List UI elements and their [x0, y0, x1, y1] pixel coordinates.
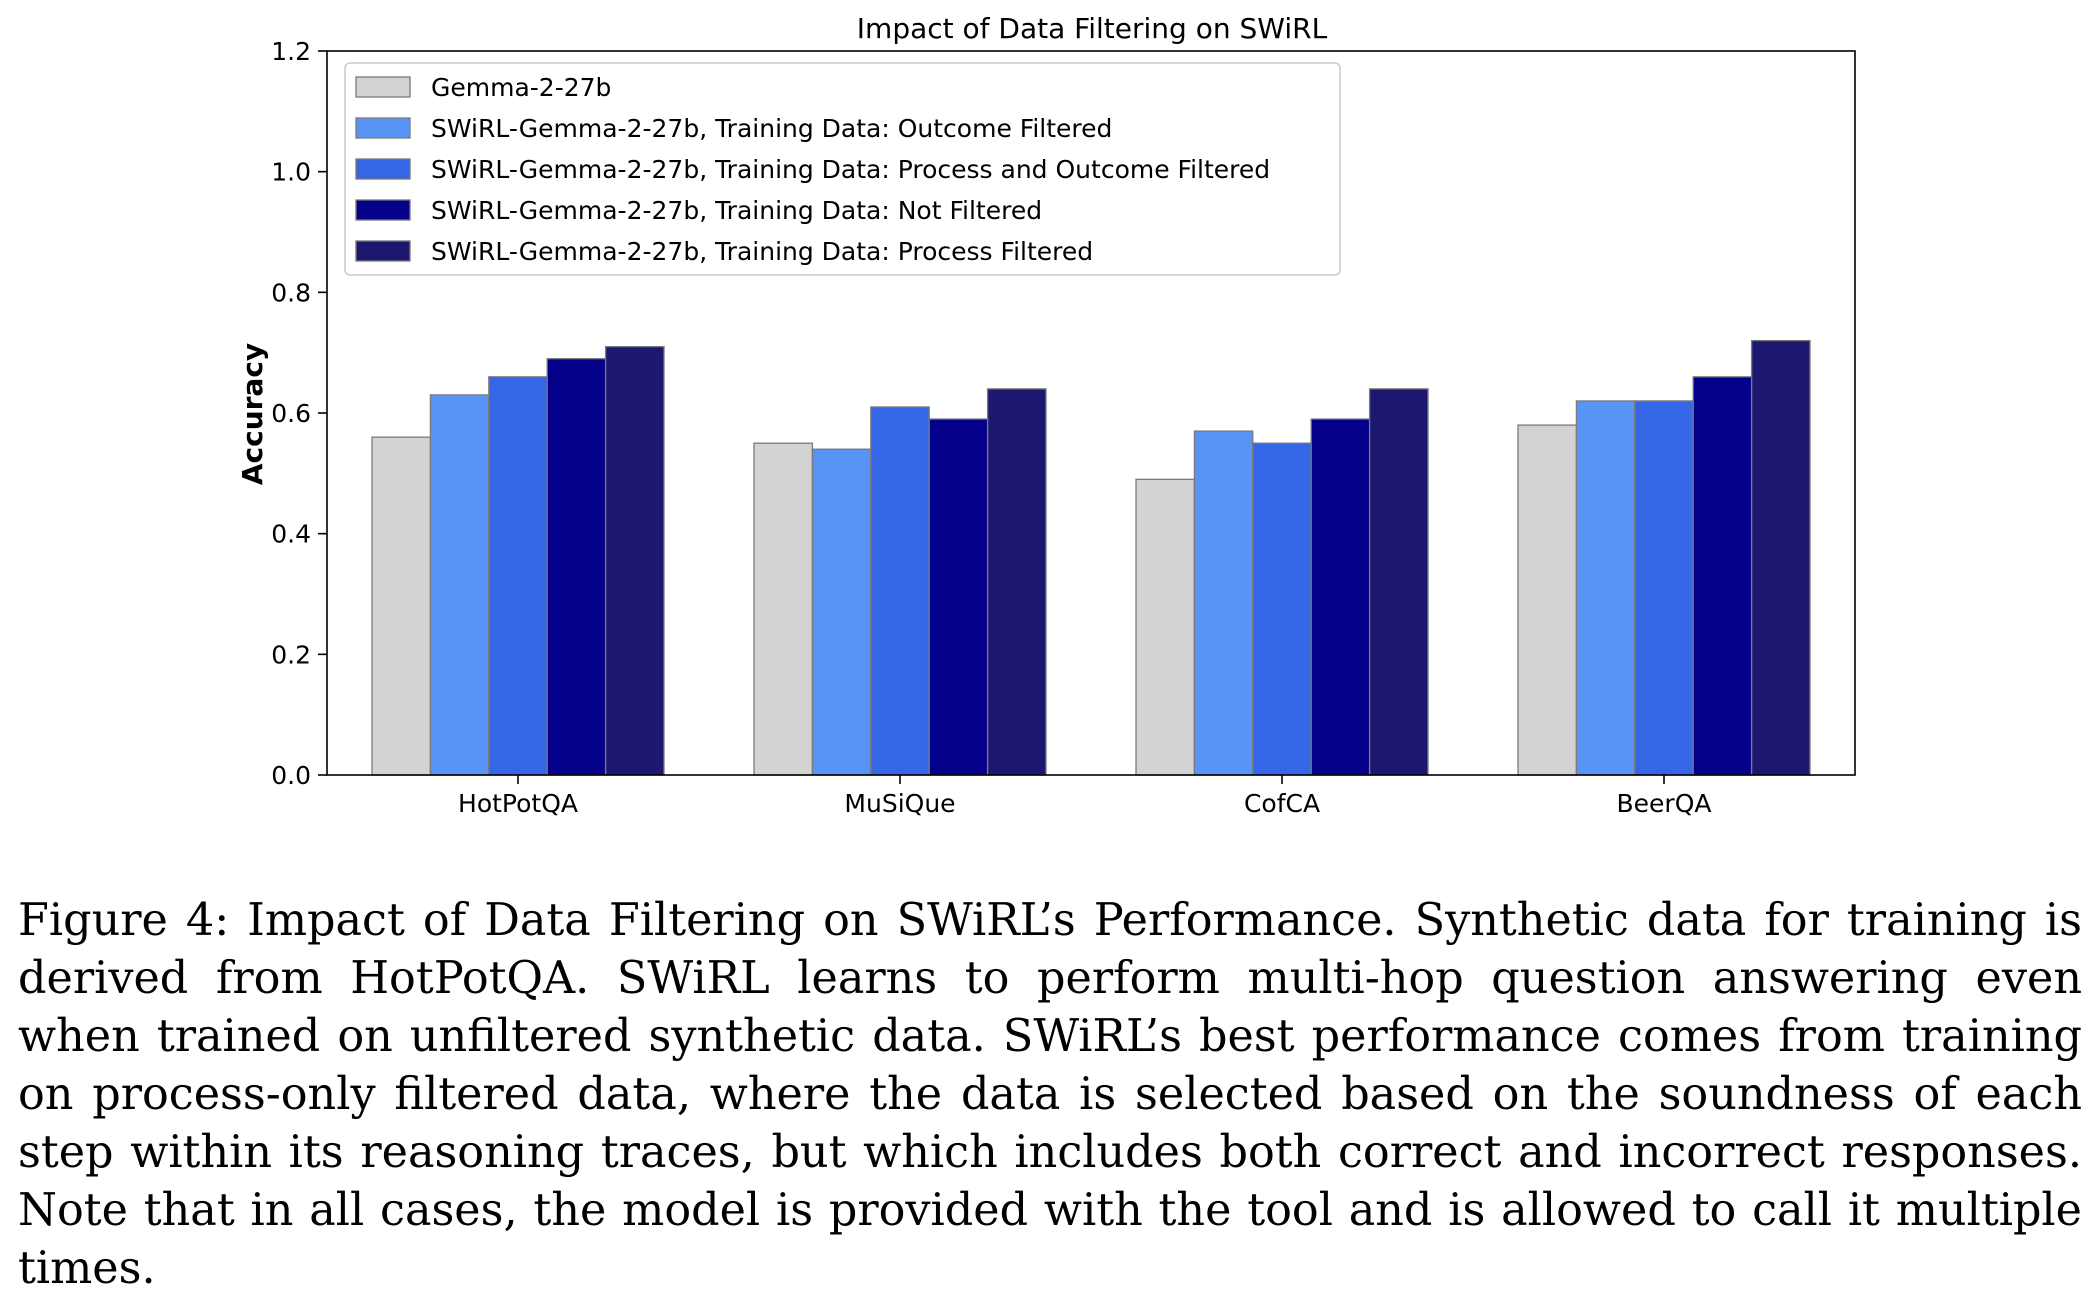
legend-swatch: [355, 240, 411, 262]
y-axis-label: Accuracy: [236, 343, 269, 485]
bar: [546, 358, 607, 776]
legend-swatch: [355, 117, 411, 139]
legend-swatch: [355, 76, 411, 98]
bar: [429, 394, 490, 776]
bar: [1193, 430, 1254, 776]
bar: [1135, 478, 1196, 776]
y-tick-label: 0.2: [271, 640, 311, 669]
bar: [1310, 418, 1371, 776]
legend-label: SWiRL-Gemma-2-27b, Training Data: Proces…: [431, 155, 1270, 184]
y-tick-label: 0.4: [271, 520, 311, 549]
plot-frame: [326, 50, 1856, 776]
legend-label: Gemma-2-27b: [431, 73, 611, 102]
legend-label: SWiRL-Gemma-2-27b, Training Data: Outcom…: [431, 114, 1112, 143]
y-tick-label: 0.0: [271, 761, 311, 790]
bar: [986, 388, 1047, 776]
bar: [870, 406, 930, 776]
x-tick-label: CofCA: [1244, 789, 1320, 818]
bar: [1634, 400, 1694, 776]
bar-chart: Impact of Data Filtering on SWiRL Accura…: [236, 12, 1856, 818]
bar: [604, 345, 665, 776]
y-tick-label: 0.6: [271, 399, 311, 428]
y-tick-label: 0.8: [271, 278, 311, 307]
bar: [1692, 376, 1753, 776]
bar: [1368, 388, 1429, 776]
bar: [1517, 424, 1578, 776]
legend-label: SWiRL-Gemma-2-27b, Training Data: Not Fi…: [431, 196, 1042, 225]
bar: [928, 418, 989, 776]
bar: [488, 376, 548, 776]
x-tick-label: BeerQA: [1617, 789, 1712, 818]
x-tick-label: MuSiQue: [844, 789, 955, 818]
x-tick-label: HotPotQA: [458, 789, 578, 818]
bar: [753, 442, 814, 776]
legend-swatch: [355, 199, 411, 221]
legend-label: SWiRL-Gemma-2-27b, Training Data: Proces…: [431, 237, 1093, 266]
chart-title: Impact of Data Filtering on SWiRL: [857, 12, 1328, 45]
bar: [1252, 442, 1312, 776]
figure-caption: Figure 4: Impact of Data Filtering on SW…: [18, 895, 2082, 1294]
legend-swatch: [355, 158, 411, 180]
legend-frame: [344, 62, 1341, 276]
bar: [1575, 400, 1636, 776]
bar: [811, 448, 872, 776]
y-tick-label: 1.2: [271, 37, 311, 66]
legend: Gemma-2-27b SWiRL-Gemma-2-27b, Training D…: [344, 62, 1341, 276]
bar: [1750, 339, 1811, 776]
bar: [371, 436, 432, 776]
y-tick-label: 1.0: [271, 158, 311, 187]
